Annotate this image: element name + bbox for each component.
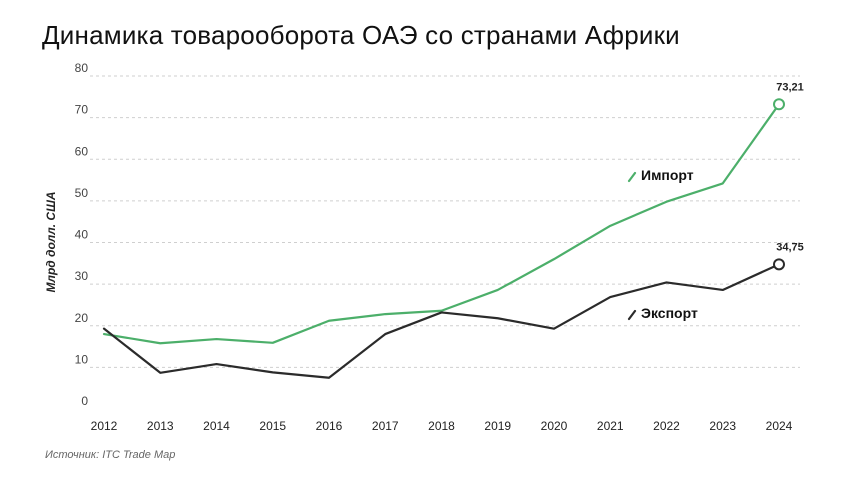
end-value-label: 73,21 <box>776 81 804 93</box>
x-tick-label: 2016 <box>316 419 343 433</box>
x-tick-label: 2021 <box>597 419 624 433</box>
x-tick-label: 2018 <box>428 419 455 433</box>
legend-swatch <box>627 171 637 183</box>
series-labels: Импорт Экспорт <box>627 167 698 321</box>
x-tick-label: 2015 <box>259 419 286 433</box>
series-line <box>102 103 781 345</box>
y-tick-label: 50 <box>75 186 89 200</box>
series-line <box>102 263 781 379</box>
y-tick-label: 80 <box>75 61 89 75</box>
x-tick-labels: 2012 2013 2014 2015 2016 2017 2018 2019 2020 2021… <box>91 419 793 433</box>
legend-label: Импорт <box>641 167 694 183</box>
y-tick-label: 0 <box>81 394 88 408</box>
x-tick-label: 2023 <box>709 419 736 433</box>
grid-lines <box>90 75 800 368</box>
x-tick-label: 2019 <box>484 419 511 433</box>
x-tick-label: 2020 <box>541 419 568 433</box>
end-point-marker <box>773 98 785 111</box>
series-lines: 73,21 34,75 <box>102 81 804 379</box>
y-tick-label: 20 <box>75 311 89 325</box>
legend-swatch <box>627 309 637 321</box>
legend-label: Экспорт <box>641 305 698 321</box>
x-tick-label: 2012 <box>91 419 118 433</box>
y-tick-label: 40 <box>75 228 89 242</box>
y-tick-label: 10 <box>75 352 89 366</box>
x-tick-label: 2014 <box>203 419 230 433</box>
source-note: Источник: ITC Trade Map <box>45 449 176 461</box>
x-tick-label: 2017 <box>372 419 399 433</box>
y-tick-labels: 0 10 20 30 40 50 60 70 80 <box>75 61 89 408</box>
x-tick-label: 2013 <box>147 419 174 433</box>
end-value-label: 34,75 <box>776 241 804 253</box>
y-tick-label: 30 <box>75 269 89 283</box>
chart-title: Динамика товарооборота ОАЭ со странами А… <box>42 20 680 50</box>
y-tick-label: 70 <box>75 103 89 117</box>
y-axis-label: Млрд долл. США <box>44 192 58 293</box>
end-point-marker <box>773 258 785 271</box>
y-tick-label: 60 <box>75 144 89 158</box>
x-tick-label: 2022 <box>653 419 680 433</box>
x-tick-label: 2024 <box>766 419 793 433</box>
